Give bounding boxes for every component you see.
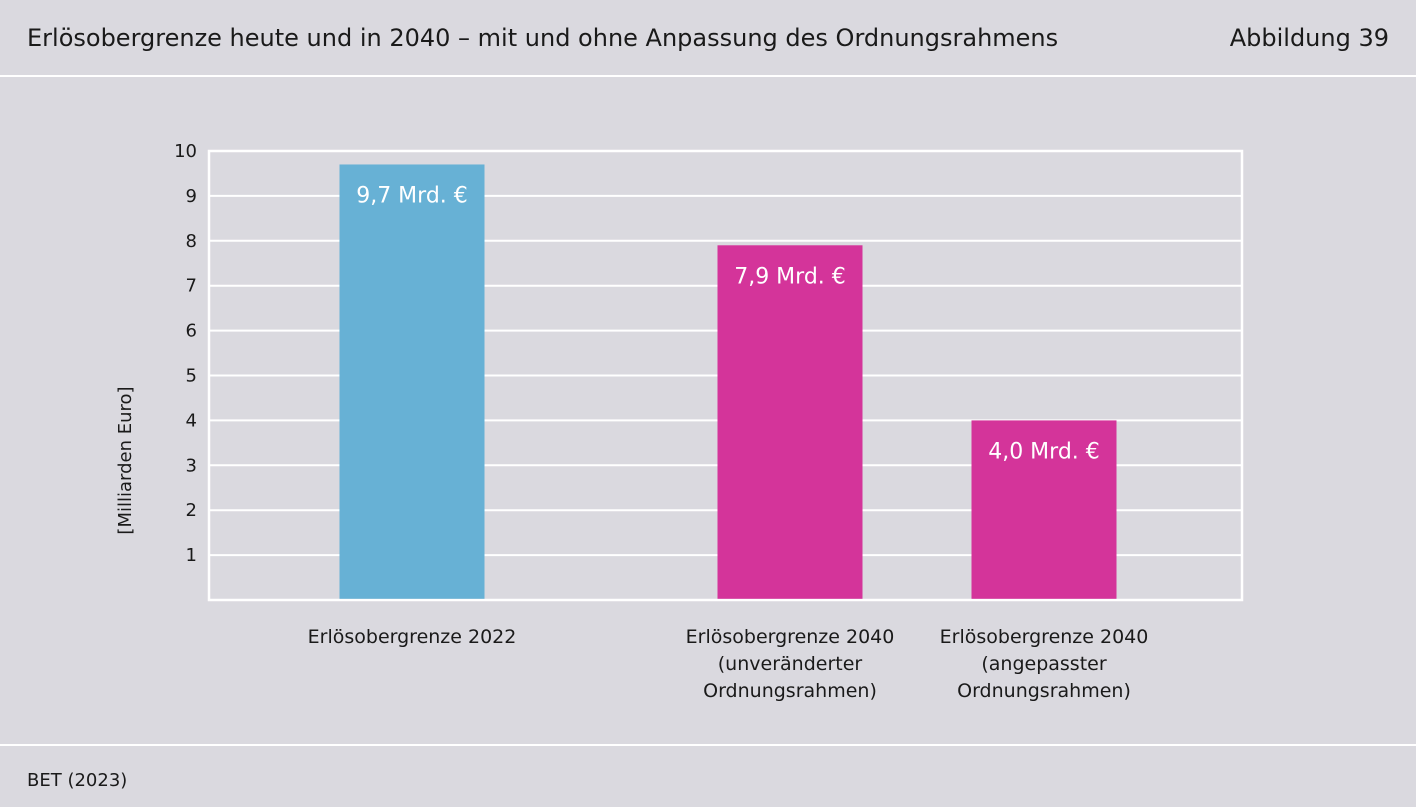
source-note: BET (2023) — [27, 770, 128, 791]
y-tick-label: 3 — [186, 455, 197, 476]
x-tick-label: Erlösobergrenze 2040 — [686, 626, 895, 648]
bar — [717, 245, 863, 599]
y-tick-label: 2 — [186, 500, 197, 521]
x-tick-label: Erlösobergrenze 2022 — [308, 626, 517, 648]
y-tick-label: 7 — [186, 276, 197, 297]
y-tick-label: 5 — [186, 366, 197, 387]
y-tick-label: 9 — [186, 186, 197, 207]
chart-title: Erlösobergrenze heute und in 2040 – mit … — [27, 24, 1059, 52]
bar-data-label: 9,7 Mrd. € — [356, 183, 468, 208]
x-tick-label: Ordnungsrahmen) — [957, 680, 1131, 702]
y-tick-label: 1 — [186, 545, 197, 566]
figure-number: Abbildung 39 — [1229, 24, 1389, 52]
bar-data-label: 4,0 Mrd. € — [988, 439, 1100, 464]
chart-header: Erlösobergrenze heute und in 2040 – mit … — [0, 0, 1416, 77]
y-tick-label: 4 — [186, 410, 197, 431]
chart-footer: BET (2023) — [0, 744, 1416, 807]
bar-chart: 1 2 3 4 5 6 7 8 9 10 [Milliarden Euro] 9,7 Mrd. € Er… — [115, 141, 1244, 702]
y-axis-label: [Milliarden Euro] — [115, 386, 136, 534]
x-tick-label: Erlösobergrenze 2040 — [940, 626, 1149, 648]
x-tick-label: Ordnungsrahmen) — [703, 680, 877, 702]
bar-data-label: 7,9 Mrd. € — [734, 264, 846, 289]
bar — [339, 164, 485, 599]
y-tick-label: 6 — [186, 321, 197, 342]
y-tick-label: 10 — [174, 141, 197, 162]
y-tick-label: 8 — [186, 231, 197, 252]
bar — [971, 420, 1117, 599]
x-tick-label: (unveränderter — [718, 653, 863, 675]
x-tick-label: (angepasster — [981, 653, 1106, 675]
